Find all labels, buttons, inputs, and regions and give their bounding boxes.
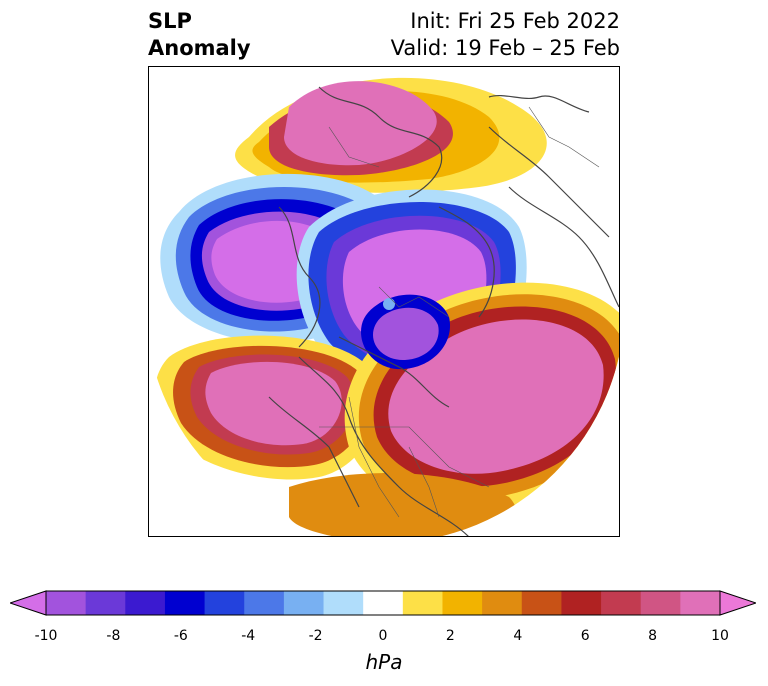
colorbar-swatch <box>561 591 602 615</box>
colorbar-tick-label: 10 <box>711 628 729 644</box>
colorbar-swatch <box>323 591 364 615</box>
colorbar-swatch <box>680 591 721 615</box>
colorbar-extend-low <box>10 590 47 616</box>
colorbar-tick-label: -6 <box>173 628 188 644</box>
colorbar-tick-label: 4 <box>513 628 523 644</box>
valid-range: Valid: 19 Feb – 25 Feb <box>390 36 620 60</box>
colorbar-swatch <box>482 591 523 615</box>
colorbar-swatch <box>204 591 245 615</box>
colorbar-tick-label: -10 <box>34 628 58 644</box>
colorbar-tick-label: 8 <box>648 628 658 644</box>
colorbar-tick-label: -8 <box>106 628 121 644</box>
colorbar-tick-label: 0 <box>378 628 388 644</box>
colorbar-swatch <box>283 591 325 615</box>
map-canvas <box>154 77 619 536</box>
init-date: Init: Fri 25 Feb 2022 <box>410 9 620 33</box>
borders <box>319 106 600 518</box>
colorbar-swatch <box>640 591 681 615</box>
colorbar-tick-label: -2 <box>308 628 323 644</box>
colorbar-tick-label: -4 <box>241 628 256 644</box>
colorbar-swatch <box>363 591 404 615</box>
colorbar-outline <box>45 590 721 616</box>
colorbar-swatch <box>442 591 483 615</box>
anomaly-map <box>148 66 620 537</box>
colorbar-swatch <box>85 591 126 615</box>
anomaly-shading <box>154 77 619 536</box>
colorbar-units: hPa <box>365 650 403 674</box>
coastlines <box>268 86 619 536</box>
colorbar-swatch <box>46 591 87 615</box>
colorbar-tick-label: 6 <box>580 628 590 644</box>
colorbar-extend-high <box>719 590 756 616</box>
colorbar-swatch <box>521 591 562 615</box>
colorbar-swatch <box>164 591 206 615</box>
colorbar-swatch <box>125 591 166 615</box>
colorbar-swatch <box>402 591 443 615</box>
colorbar-swatch <box>244 591 285 615</box>
colorbar-tick-label: 2 <box>445 628 455 644</box>
date-info: Init: Fri 25 Feb 2022 Valid: 19 Feb – 25… <box>391 8 620 62</box>
colorbar <box>10 590 756 616</box>
map-title: SLP Anomaly <box>148 9 251 60</box>
colorbar-swatch <box>601 591 642 615</box>
